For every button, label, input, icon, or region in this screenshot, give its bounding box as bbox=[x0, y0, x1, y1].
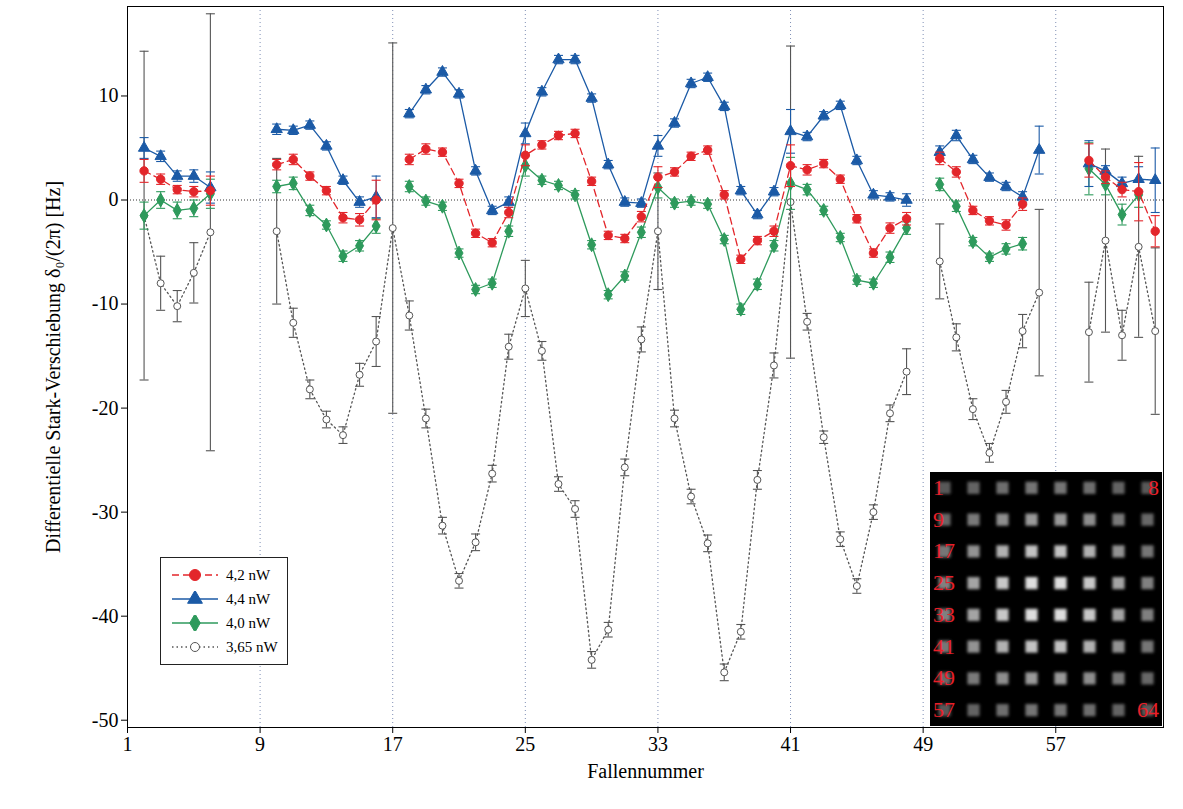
svg-text:9: 9 bbox=[255, 733, 265, 755]
html-text:3,65 nW: 3,65 nW bbox=[226, 638, 278, 655]
svg-text:64: 64 bbox=[1137, 697, 1159, 722]
html-text:4,2 nW: 4,2 nW bbox=[226, 566, 271, 583]
svg-text:0: 0 bbox=[109, 188, 119, 210]
svg-text:9: 9 bbox=[933, 507, 944, 532]
html-text:4,0 nW: 4,0 nW bbox=[226, 614, 271, 631]
html-text:4,4 nW: 4,4 nW bbox=[226, 590, 271, 607]
svg-text:57: 57 bbox=[1046, 733, 1066, 755]
svg-text:-10: -10 bbox=[92, 292, 119, 314]
svg-text:49: 49 bbox=[913, 733, 933, 755]
svg-text:33: 33 bbox=[933, 602, 955, 627]
svg-text:33: 33 bbox=[648, 733, 668, 755]
svg-text:17: 17 bbox=[383, 733, 403, 755]
svg-text:41: 41 bbox=[933, 634, 955, 659]
svg-text:17: 17 bbox=[933, 538, 955, 563]
svg-text:-40: -40 bbox=[92, 605, 119, 627]
svg-text:10: 10 bbox=[99, 84, 119, 106]
svg-text:1: 1 bbox=[123, 733, 133, 755]
svg-text:Differentielle Stark-Verschieb: Differentielle Stark-Verschiebung δ₀/(2π… bbox=[42, 181, 65, 553]
svg-text:41: 41 bbox=[781, 733, 801, 755]
svg-text:-50: -50 bbox=[92, 709, 119, 731]
svg-text:49: 49 bbox=[933, 665, 955, 690]
svg-text:Fallennummer: Fallennummer bbox=[587, 760, 704, 782]
svg-text:1: 1 bbox=[933, 475, 944, 500]
svg-text:57: 57 bbox=[933, 697, 955, 722]
svg-text:8: 8 bbox=[1148, 475, 1159, 500]
svg-text:-30: -30 bbox=[92, 501, 119, 523]
svg-text:25: 25 bbox=[933, 570, 955, 595]
svg-text:-20: -20 bbox=[92, 396, 119, 418]
svg-text:25: 25 bbox=[515, 733, 535, 755]
